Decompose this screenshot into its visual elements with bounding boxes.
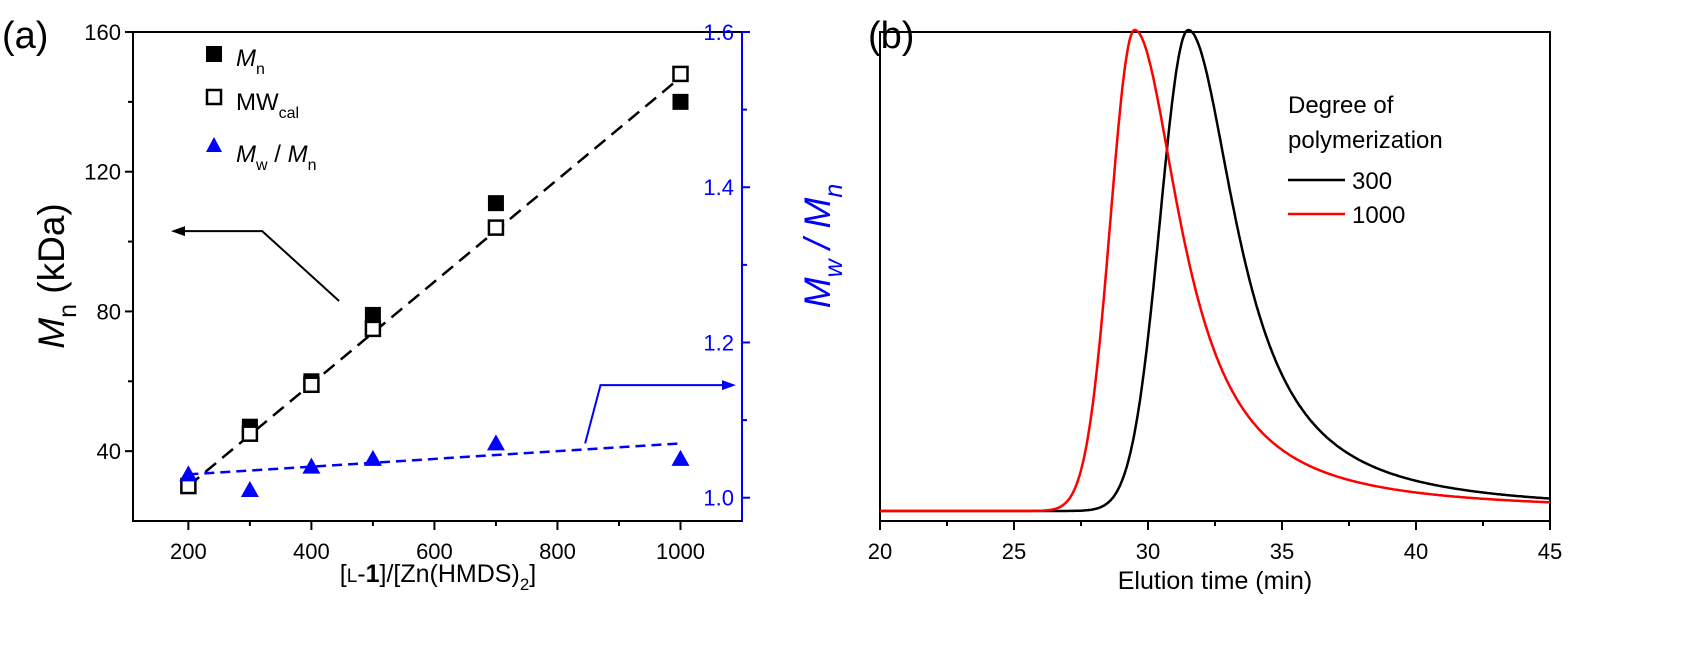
x-tick-label: 25 <box>1002 539 1026 564</box>
xlabel-mid: ]/[Zn(HMDS) <box>380 560 520 588</box>
ylabel-left-unit: (kDa) <box>31 203 72 304</box>
xlabel-smallcap-l: L <box>347 566 358 587</box>
ylabel-right-a: M <box>797 277 838 308</box>
legend-mwcal-main: MW <box>236 89 279 116</box>
panel-a-x-axis-label: [L-1]/[Zn(HMDS)2] <box>340 560 536 594</box>
legend-marker-filled-square <box>206 46 222 62</box>
right-y-tick-label: 1.6 <box>703 20 734 45</box>
legend-pdi-slash: / <box>268 141 288 168</box>
legend-mn-main: M <box>236 45 256 72</box>
right-y-tick-label: 1.0 <box>703 486 734 511</box>
panel-a-fit-lines <box>187 76 682 488</box>
panel-b-legend: Degree of polymerization 300 1000 <box>1288 92 1443 229</box>
x-tick-label: 20 <box>868 539 892 564</box>
x-tick-label: 800 <box>539 539 576 564</box>
curve-1000 <box>880 28 1550 513</box>
mn-point <box>487 195 504 212</box>
mwcal-point <box>487 219 505 236</box>
x-tick-label: 45 <box>1538 539 1562 564</box>
legend-pdi-main2: M <box>288 141 308 168</box>
mwcal-point <box>364 320 382 338</box>
panel-a-right-y-ticks: 1.0 1.2 1.4 1.6 <box>703 20 750 511</box>
panel-a-axis-arrows <box>171 226 736 444</box>
legend-mn-sub: n <box>256 61 265 78</box>
x-tick-label: 40 <box>1404 539 1428 564</box>
legend-mn-label: Mn <box>236 45 265 78</box>
panel-b-x-ticks: 20 25 30 35 40 45 <box>868 521 1562 564</box>
right-y-tick-label: 1.4 <box>703 175 734 200</box>
ylabel-left-sub: n <box>54 304 82 318</box>
legend-pdi-label: Mw / Mn <box>236 141 316 174</box>
legend-marker-open-square <box>205 88 223 106</box>
panel-a-label: (a) <box>2 15 48 57</box>
mwcal-point <box>303 376 320 394</box>
xlabel-post: ] <box>529 560 536 588</box>
mn-fit-line <box>187 76 682 488</box>
ylabel-right-b-sub: n <box>820 184 848 198</box>
ylabel-right-slash: / <box>797 229 838 260</box>
left-axis-arrow-line <box>179 230 340 302</box>
legend-label-300: 300 <box>1352 168 1392 195</box>
panel-a-left-y-axis-label: Mn (kDa) <box>31 203 82 348</box>
left-y-tick-label: 160 <box>84 20 121 45</box>
x-tick-label: 30 <box>1136 539 1160 564</box>
x-tick-label: 200 <box>170 539 207 564</box>
right-axis-arrow-head <box>722 380 736 391</box>
legend-mwcal-sub: cal <box>279 105 299 122</box>
legend-title-line-1: Degree of <box>1288 92 1394 119</box>
pdi-point <box>240 480 259 497</box>
panel-b-plot-frame <box>879 31 1551 522</box>
x-tick-label: 600 <box>416 539 453 564</box>
mwcal-point <box>672 65 689 83</box>
pdi-point <box>363 449 382 466</box>
pdi-point <box>302 457 321 474</box>
legend-pdi-sub: w <box>255 157 268 174</box>
legend-label-1000: 1000 <box>1352 202 1405 229</box>
panel-a-x-ticks: 200 400 600 800 1000 <box>170 521 705 564</box>
pdi-point <box>486 434 505 451</box>
panel-b-x-axis-label: Elution time (min) <box>1118 567 1313 595</box>
panel-b-label: (b) <box>868 15 914 57</box>
panel-a-data-points <box>179 65 690 497</box>
x-tick-label: 400 <box>293 539 330 564</box>
pdi-point <box>671 449 690 466</box>
pdi-point <box>179 465 198 482</box>
right-axis-arrow-line <box>584 384 726 444</box>
panel-a-legend: Mn MWcal Mw / Mn <box>205 45 316 174</box>
pdi-fit-line <box>188 442 681 476</box>
ylabel-left-main: M <box>31 318 72 349</box>
legend-mwcal-label: MWcal <box>236 89 299 122</box>
mn-point <box>364 306 381 323</box>
left-axis-arrow-head <box>171 226 185 237</box>
xlabel-bold: 1 <box>366 560 380 588</box>
left-y-tick-label: 40 <box>97 439 121 464</box>
panel-b-curves <box>880 28 1551 513</box>
mwcal-point <box>241 425 259 442</box>
ylabel-right-b: M <box>797 198 838 229</box>
xlabel-dash: - <box>357 560 365 588</box>
panel-a-left-y-ticks: 40 80 120 160 <box>84 20 133 464</box>
x-tick-label: 35 <box>1270 539 1294 564</box>
panel-a-right-y-axis-label: Mw / Mn <box>797 184 848 308</box>
left-y-tick-label: 80 <box>97 299 121 324</box>
left-y-tick-label: 120 <box>84 160 121 185</box>
legend-pdi-main: M <box>236 141 256 168</box>
legend-title-line-2: polymerization <box>1288 127 1443 154</box>
ylabel-right-a-sub: w <box>820 257 848 277</box>
panel-a-plot-frame <box>132 31 743 522</box>
mn-point <box>672 93 689 110</box>
legend-marker-filled-triangle <box>206 137 222 152</box>
xlabel-sub: 2 <box>520 575 529 594</box>
panel-b: (b) 20 25 30 35 40 45 Degree of polymerizatio… <box>868 15 1562 595</box>
xlabel-pre: [ <box>340 560 347 588</box>
curve-300 <box>880 28 1551 513</box>
right-y-tick-label: 1.2 <box>703 330 734 355</box>
x-tick-label: 1000 <box>656 539 705 564</box>
legend-pdi-sub2: n <box>308 157 317 174</box>
